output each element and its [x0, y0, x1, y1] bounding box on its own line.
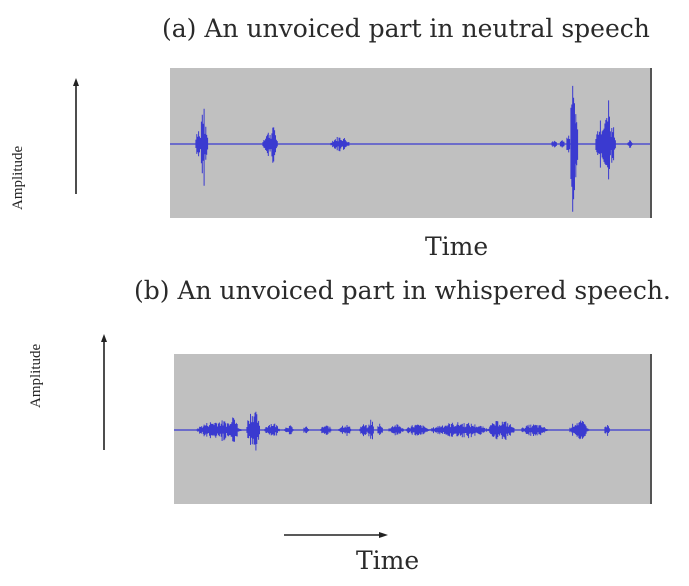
- caption-whispered-speech: (b) An unvoiced part in whispered speech…: [134, 276, 671, 305]
- amplitude-arrow-b: [101, 334, 107, 450]
- time-arrow-b: [284, 532, 388, 538]
- waveform-whispered: [174, 411, 650, 451]
- waveform-panel-neutral: [170, 68, 652, 218]
- amplitude-arrow-a: [73, 78, 79, 194]
- waveform-neutral: [170, 85, 650, 212]
- amplitude-label-a: Amplitude: [10, 145, 26, 210]
- waveform-trace: [195, 85, 633, 212]
- amplitude-label-b: Amplitude: [28, 343, 44, 408]
- caption-neutral-speech: (a) An unvoiced part in neutral speech: [162, 14, 650, 43]
- panel-edge-a: [650, 68, 652, 218]
- waveform-panel-whispered: [174, 354, 652, 504]
- time-label-a: Time: [425, 232, 489, 261]
- panel-edge-b: [650, 354, 652, 504]
- time-label-b: Time: [356, 546, 420, 575]
- waveform-trace: [196, 411, 610, 451]
